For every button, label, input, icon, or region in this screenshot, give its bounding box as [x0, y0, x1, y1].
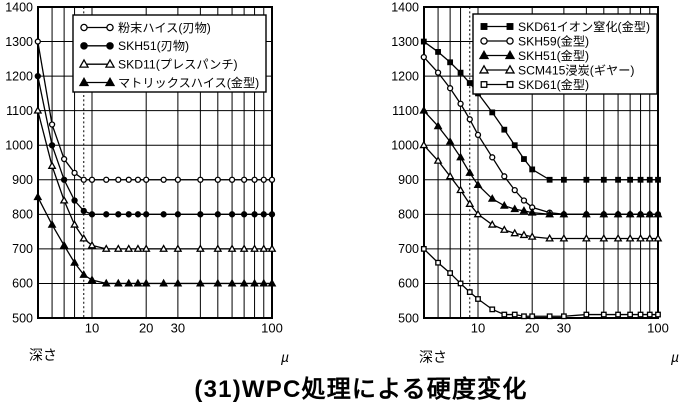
svg-text:1100: 1100: [6, 104, 33, 118]
svg-text:粉末ハイス(刃物): 粉末ハイス(刃物): [118, 20, 211, 35]
svg-text:900: 900: [398, 173, 419, 187]
svg-text:1000: 1000: [391, 139, 419, 153]
svg-text:600: 600: [398, 277, 419, 291]
svg-text:マトリックスハイス(金型): マトリックスハイス(金型): [118, 75, 259, 90]
svg-text:SKD61(金型): SKD61(金型): [518, 77, 589, 92]
svg-text:600: 600: [12, 277, 33, 291]
svg-text:SKH59(金型): SKH59(金型): [518, 33, 589, 48]
svg-text:10: 10: [471, 321, 485, 336]
svg-text:500: 500: [398, 311, 419, 325]
svg-text:900: 900: [12, 173, 33, 187]
svg-text:深さ: 深さ: [29, 347, 57, 363]
svg-text:800: 800: [12, 208, 33, 222]
svg-text:1300: 1300: [5, 35, 33, 49]
svg-text:1200: 1200: [5, 69, 33, 83]
svg-text:10: 10: [85, 321, 99, 336]
svg-text:1300: 1300: [391, 35, 419, 49]
svg-text:1200: 1200: [391, 69, 419, 83]
svg-text:800: 800: [398, 208, 419, 222]
svg-text:100: 100: [647, 321, 669, 336]
svg-text:500: 500: [12, 311, 33, 325]
svg-text:1000: 1000: [5, 139, 33, 153]
svg-text:µ: µ: [281, 349, 289, 365]
svg-text:30: 30: [171, 321, 185, 336]
svg-text:SCM415浸炭(ギヤー): SCM415浸炭(ギヤー): [518, 63, 634, 77]
svg-text:SKH51(金型): SKH51(金型): [518, 48, 589, 63]
svg-text:SKD11(プレスパンチ): SKD11(プレスパンチ): [118, 57, 238, 71]
svg-text:700: 700: [398, 242, 419, 256]
svg-text:SKD61イオン窒化(金型): SKD61イオン窒化(金型): [518, 19, 650, 34]
svg-text:深さ: 深さ: [419, 349, 447, 365]
svg-text:100: 100: [261, 321, 283, 336]
svg-text:SKH51(刃物): SKH51(刃物): [118, 39, 189, 53]
svg-text:µ: µ: [671, 349, 679, 365]
svg-text:20: 20: [139, 321, 153, 336]
svg-text:1400: 1400: [391, 0, 419, 14]
svg-text:30: 30: [557, 321, 571, 336]
svg-text:1400: 1400: [5, 0, 33, 14]
svg-text:700: 700: [12, 242, 33, 256]
svg-text:20: 20: [525, 321, 539, 336]
svg-text:1100: 1100: [392, 104, 419, 118]
